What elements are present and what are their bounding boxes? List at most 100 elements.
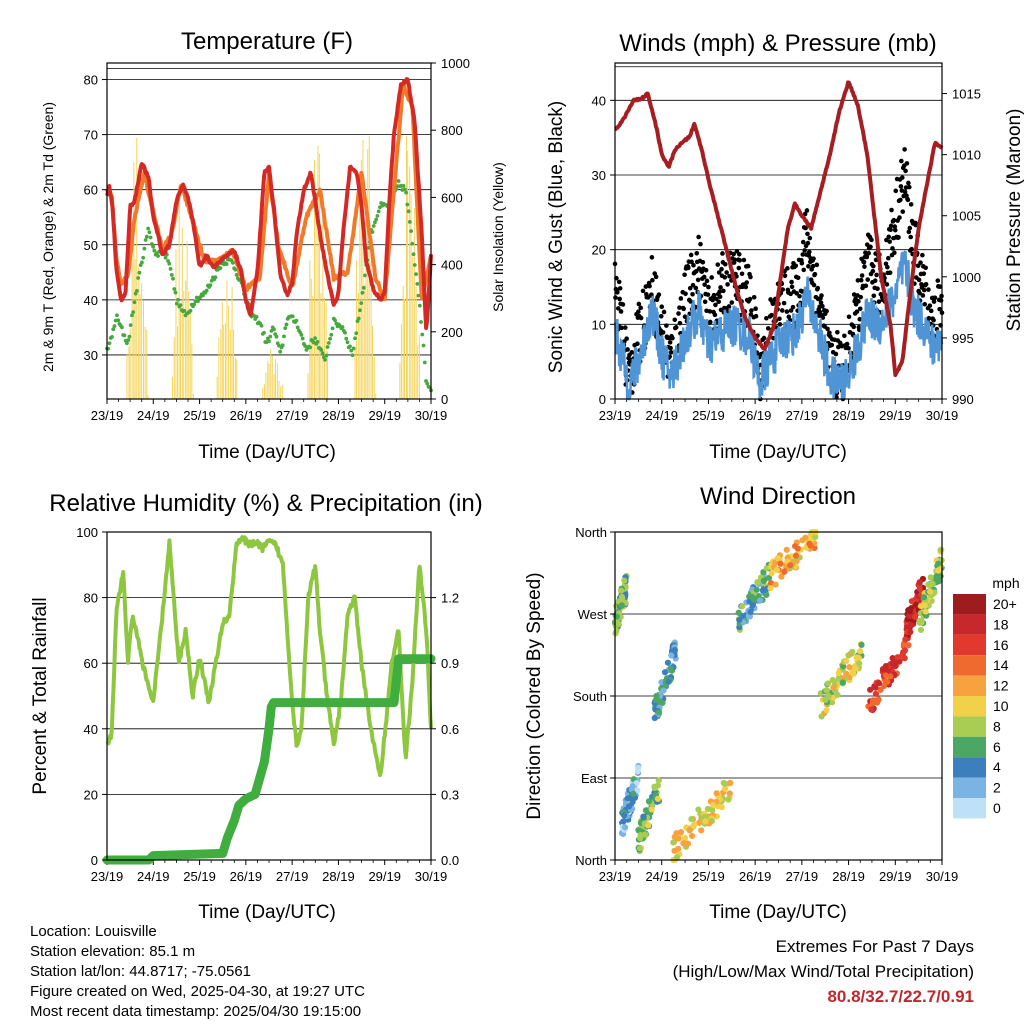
dewpoint-point [326, 341, 331, 345]
dewpoint-point [139, 260, 144, 265]
gust-point [640, 288, 646, 294]
dewpoint-point [422, 360, 427, 365]
dewpoint-point [376, 209, 381, 214]
humidity-xtick-label: 24/19 [137, 869, 170, 884]
wind-direction-point [828, 699, 836, 706]
gust-point [668, 350, 674, 355]
gust-point [620, 302, 626, 307]
dewpoint-point [132, 300, 137, 305]
gust-point [805, 240, 811, 246]
humidity-xtick-label: 26/19 [230, 869, 263, 884]
wind-direction-point [690, 822, 697, 829]
wind-direction-point [839, 679, 847, 686]
gust-point [793, 263, 799, 269]
gust-point [889, 207, 894, 213]
wind-direction-point [818, 713, 825, 720]
wind-direction-point [617, 587, 625, 594]
dewpoint-point [350, 353, 355, 358]
dewpoint-point [233, 267, 238, 272]
gust-point [886, 234, 892, 240]
wind-direction-point [916, 585, 923, 592]
dewpoint-point [168, 266, 173, 271]
gust-point [932, 295, 938, 301]
colorbar-swatch [953, 696, 986, 717]
wind-direction-point [760, 577, 767, 585]
dewpoint-point [411, 252, 416, 257]
wind-direction-point [792, 552, 800, 559]
wind-direction-point [774, 554, 781, 562]
gust-point [743, 284, 749, 290]
wind-direction-point [665, 678, 672, 685]
gust-point [753, 306, 758, 311]
gust-point [903, 168, 908, 174]
dewpoint-point [272, 327, 276, 332]
gust-point [687, 285, 693, 291]
wind-direction-point [645, 798, 653, 805]
humidity-plot-border [106, 531, 432, 861]
winds-xtick-label: 25/19 [692, 408, 725, 423]
gust-point [937, 284, 943, 289]
gust-point [926, 315, 932, 321]
gust-point [905, 197, 911, 203]
ytick-label-right: 0.6 [441, 722, 459, 737]
wind-direction-xlabel: Time (Day/UTC) [709, 902, 847, 923]
gust-point [722, 275, 728, 280]
gust-point [649, 255, 655, 260]
gust-point [887, 270, 893, 276]
gust-point [811, 256, 816, 261]
gust-point [909, 246, 914, 252]
gust-point [859, 273, 865, 278]
gust-point [677, 320, 683, 326]
ytick-label-left: 0 [91, 853, 98, 868]
direction-ytick-label: North [575, 853, 607, 868]
gust-point [931, 299, 937, 304]
temperature-xtick-label: 26/19 [230, 408, 263, 423]
wind_direction-xtick-label: 27/19 [786, 869, 819, 884]
extremes-box: Extremes For Past 7 Days (High/Low/Max W… [673, 934, 974, 1009]
gust-point [902, 147, 907, 152]
wind-direction-point [739, 603, 746, 610]
ytick-label-left: 20 [84, 787, 98, 802]
winds-xtick-label: 27/19 [786, 408, 819, 423]
gust-point [713, 302, 718, 308]
gust-point [691, 262, 696, 268]
gust-point [688, 252, 694, 258]
dewpoint-point [349, 348, 354, 353]
dewpoint-point [137, 270, 142, 275]
gust-point [854, 309, 860, 314]
gust-point [717, 289, 722, 295]
gust-point [872, 278, 878, 283]
dewpoint-point [375, 213, 380, 218]
dewpoint-point [130, 313, 134, 318]
gust-point [698, 241, 703, 247]
wind-direction-point [656, 698, 663, 705]
dewpoint-point [351, 346, 356, 351]
ytick-label-left: 80 [84, 591, 98, 606]
colorbar-title: mph [992, 575, 1019, 591]
dewpoint-point [131, 310, 136, 315]
gust-point [891, 217, 897, 223]
gust-point [811, 282, 817, 288]
gust-point [781, 300, 787, 306]
colorbar-label: 20+ [993, 596, 1017, 612]
colorbar-label: 10 [993, 698, 1009, 714]
gust-point [701, 274, 707, 280]
humidity-xtick-label: 23/19 [91, 869, 124, 884]
dewpoint-point [188, 308, 193, 313]
gust-point [690, 291, 695, 297]
wind-direction-point [655, 709, 663, 716]
dewpoint-point [167, 261, 172, 266]
gust-point [769, 312, 774, 318]
gust-point [870, 268, 876, 274]
dewpoint-point [405, 202, 410, 207]
wind-direction-point [835, 669, 842, 676]
gust-point [861, 259, 867, 265]
gust-point [690, 282, 696, 288]
ytick-label-left: 40 [84, 293, 98, 308]
gust-point [844, 341, 850, 347]
humidity-xtick-label: 30/19 [415, 869, 448, 884]
gust-point [800, 239, 806, 245]
gust-point [678, 296, 684, 301]
dewpoint-point [174, 301, 179, 306]
gust-point [938, 298, 944, 303]
